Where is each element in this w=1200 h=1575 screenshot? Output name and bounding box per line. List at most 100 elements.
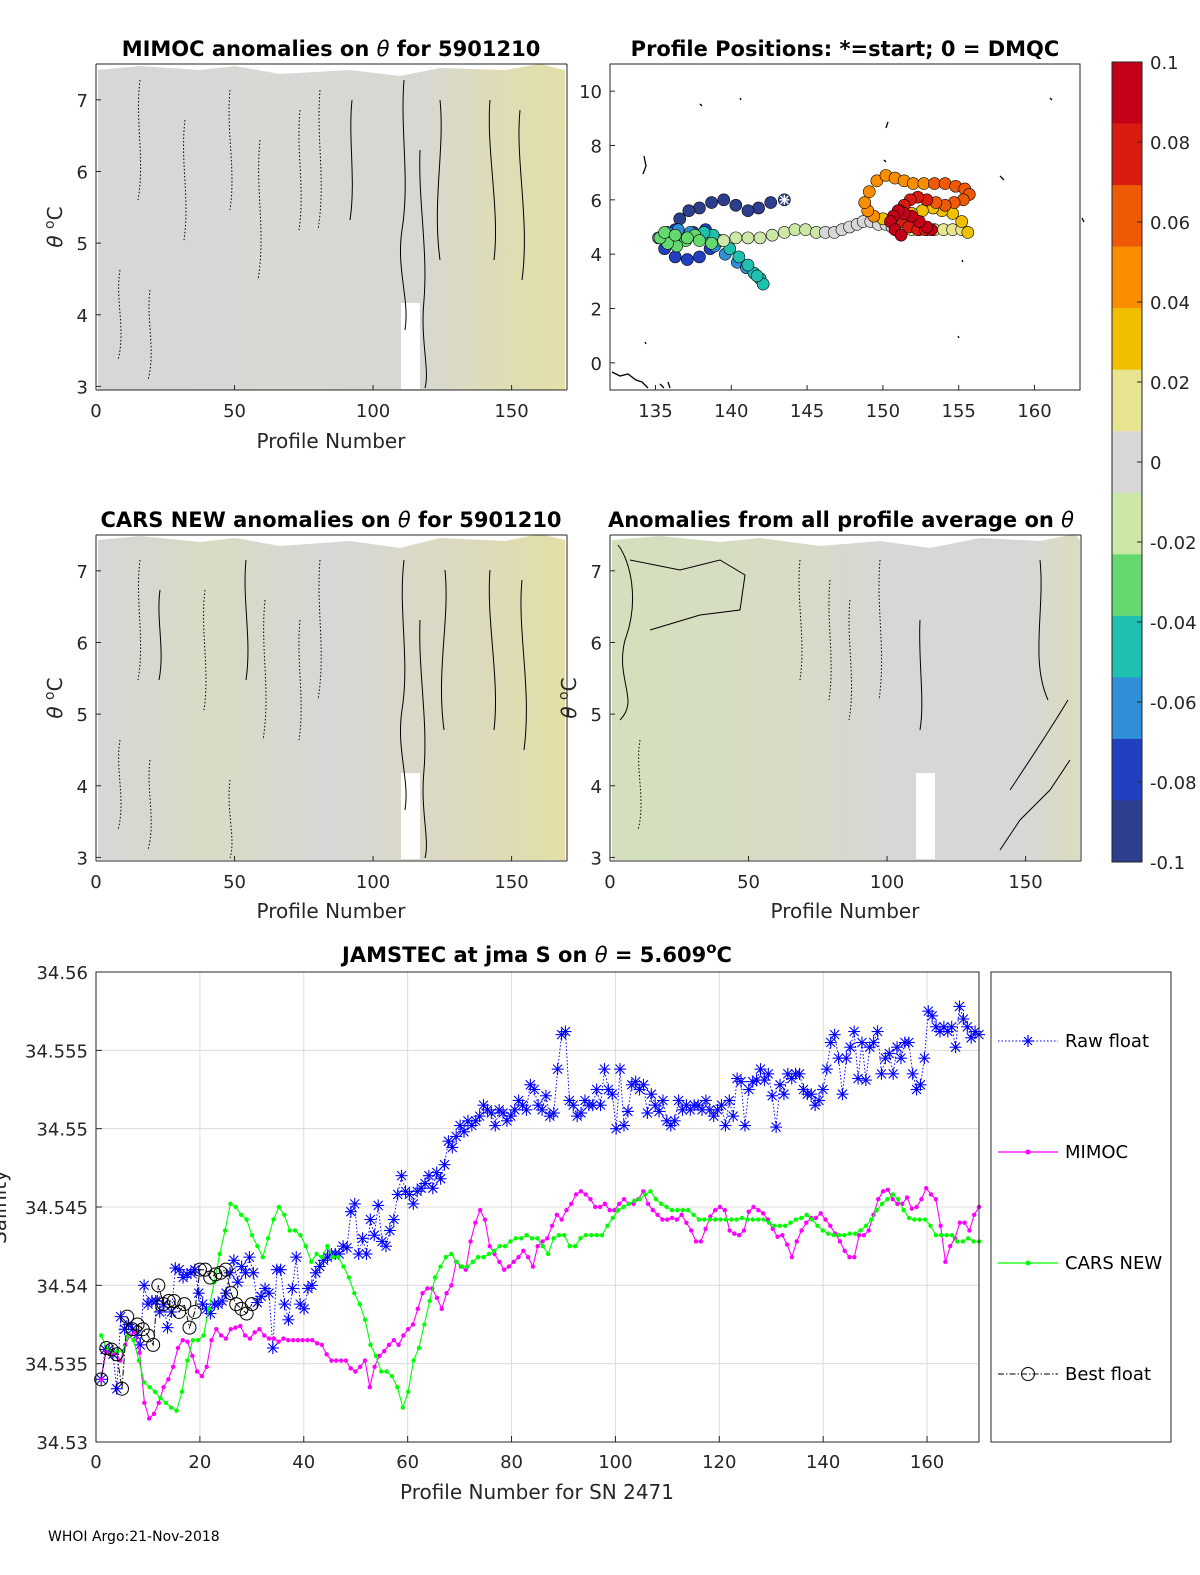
cars-new-point xyxy=(960,1239,966,1244)
cars-contour-dotted xyxy=(117,559,322,859)
raw-float-point xyxy=(793,1067,806,1080)
cars-new-point xyxy=(422,1322,427,1327)
raw-float-point xyxy=(286,1282,299,1295)
raw-float-point xyxy=(360,1248,373,1260)
mimoc-point xyxy=(756,1207,761,1213)
best-float-point xyxy=(239,1306,254,1321)
mimoc-point xyxy=(444,1290,449,1296)
salinity-xtick-label: 100 xyxy=(598,1452,632,1473)
mimoc-point xyxy=(583,1192,588,1197)
allavg-contour-dotted xyxy=(637,559,883,831)
raw-float-point xyxy=(754,1063,767,1076)
mimoc-point xyxy=(405,1327,411,1332)
raw-float-point xyxy=(243,1251,256,1264)
salinity-xlabel: Profile Number for SN 2471 xyxy=(400,1480,674,1504)
mimoc-point xyxy=(804,1220,809,1225)
positions-ytick-label: 6 xyxy=(591,191,602,212)
mimoc-point xyxy=(732,1231,737,1236)
mimoc-point xyxy=(377,1353,382,1359)
profile-position-point xyxy=(658,226,671,239)
positions-points xyxy=(652,169,976,291)
colorbar-band xyxy=(1112,246,1142,309)
cars-new-point xyxy=(869,1217,874,1222)
cars-xtick-label: 100 xyxy=(356,872,390,893)
mimoc-point xyxy=(439,1306,444,1312)
mimoc-point xyxy=(914,1204,919,1210)
salinity-xtick-label: 80 xyxy=(500,1452,523,1473)
raw-float-point xyxy=(606,1088,619,1101)
cars-new-point xyxy=(782,1223,788,1229)
raw-float-point xyxy=(231,1276,244,1289)
mimoc-point xyxy=(688,1228,694,1233)
raw-float-point xyxy=(727,1110,740,1123)
raw-float-point xyxy=(602,1083,615,1096)
raw-float-point xyxy=(454,1119,467,1132)
profile-position-point xyxy=(862,185,876,198)
mimoc-point xyxy=(847,1254,852,1260)
cars-xtick-label: 0 xyxy=(90,872,101,893)
raw-float-point xyxy=(266,1342,279,1354)
raw-float-point xyxy=(645,1088,658,1101)
mimoc-panel: MIMOC anomalies on θ for 5901210 0 50 100 1… xyxy=(42,37,568,453)
cars-new-point xyxy=(729,1217,734,1222)
best-float-point xyxy=(151,1278,166,1293)
cars-new-point xyxy=(696,1217,702,1222)
profile-position-point xyxy=(955,215,969,228)
salinity-yticks: 34.53 34.535 34.54 34.545 34.55 34.555 34.56 xyxy=(25,963,102,1454)
raw-float-point xyxy=(563,1094,576,1107)
mimoc-point xyxy=(175,1345,181,1351)
footer-stamp: WHOI Argo:21-Nov-2018 xyxy=(48,1529,220,1545)
raw-float-point xyxy=(247,1266,260,1279)
positions-xtick-label: 160 xyxy=(1017,401,1051,422)
mimoc-point xyxy=(924,1186,929,1191)
cars-new-point xyxy=(648,1189,653,1194)
mimoc-point xyxy=(382,1348,387,1354)
cars-new-point xyxy=(712,1217,718,1222)
mimoc-point xyxy=(588,1196,593,1202)
cars-new-point xyxy=(879,1201,885,1207)
raw-float-point xyxy=(777,1088,790,1101)
mimoc-point xyxy=(348,1366,353,1371)
mimoc-point xyxy=(736,1233,742,1238)
cars-new-point xyxy=(750,1217,756,1222)
cars-new-point xyxy=(190,1337,195,1343)
mimoc-point xyxy=(895,1201,900,1207)
raw-float-point xyxy=(707,1110,720,1123)
raw-float-point xyxy=(138,1279,151,1292)
raw-float-point xyxy=(933,1025,946,1038)
mimoc-point xyxy=(290,1337,296,1343)
cars-new-point xyxy=(147,1384,152,1390)
allavg-xtick-label: 150 xyxy=(1008,872,1042,893)
profile-position-point xyxy=(668,228,682,242)
colorbar-band xyxy=(1112,677,1142,740)
salinity-ytick-label: 34.53 xyxy=(36,1433,88,1454)
mimoc-ytick-label: 5 xyxy=(77,234,88,255)
mimoc-ytick-label: 6 xyxy=(77,162,88,183)
raw-float-point xyxy=(883,1047,896,1060)
mimoc-point xyxy=(497,1259,502,1265)
mimoc-point xyxy=(142,1400,147,1406)
mimoc-point xyxy=(876,1196,881,1202)
cars-new-point xyxy=(195,1337,201,1343)
cars-new-point xyxy=(201,1333,206,1338)
cars-new-point xyxy=(540,1243,545,1249)
cars-ytick-label: 7 xyxy=(77,562,88,583)
cars-new-point xyxy=(659,1201,664,1207)
profile-position-point xyxy=(681,231,694,245)
mimoc-point xyxy=(578,1189,584,1194)
mimoc-point xyxy=(593,1204,598,1210)
cars-new-point xyxy=(136,1358,142,1363)
cars-new-point xyxy=(535,1236,540,1241)
legend-mimoc: MIMOC xyxy=(998,1142,1128,1163)
raw-float-point xyxy=(489,1119,502,1132)
cars-new-point xyxy=(691,1212,696,1218)
cars-new-point xyxy=(529,1236,535,1241)
raw-float-point xyxy=(364,1213,377,1226)
mimoc-point xyxy=(420,1290,425,1296)
raw-float-point xyxy=(430,1166,443,1179)
cars-new-point xyxy=(815,1223,820,1229)
mimoc-point xyxy=(233,1325,238,1330)
cars-new-point xyxy=(702,1217,707,1222)
positions-ytick-label: 2 xyxy=(591,300,602,321)
best-float-point xyxy=(229,1297,244,1312)
